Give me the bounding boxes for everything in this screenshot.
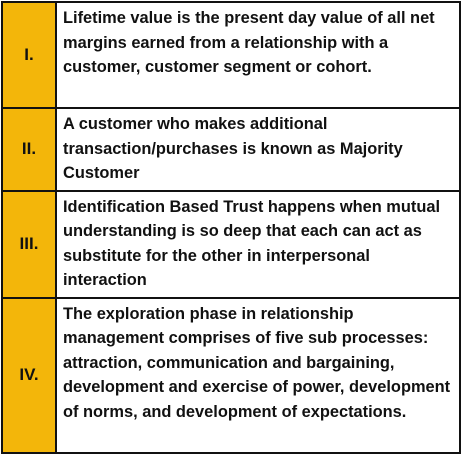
table-row: III. Identification Based Trust happens w…: [1, 189, 461, 299]
statement: Lifetime value is the present day value …: [55, 1, 461, 109]
statement: Identification Based Trust happens when …: [55, 189, 461, 299]
roman-numeral: II.: [1, 107, 57, 192]
roman-numeral: III.: [1, 189, 57, 299]
roman-numeral: IV.: [1, 296, 57, 454]
statement: The exploration phase in relationship ma…: [55, 296, 461, 454]
table-row: II. A customer who makes additional trans…: [1, 107, 461, 192]
table-row: IV. The exploration phase in relationship…: [1, 296, 461, 454]
table-row: I. Lifetime value is the present day valu…: [1, 1, 461, 109]
statement: A customer who makes additional transact…: [55, 107, 461, 192]
roman-numeral: I.: [1, 1, 57, 109]
